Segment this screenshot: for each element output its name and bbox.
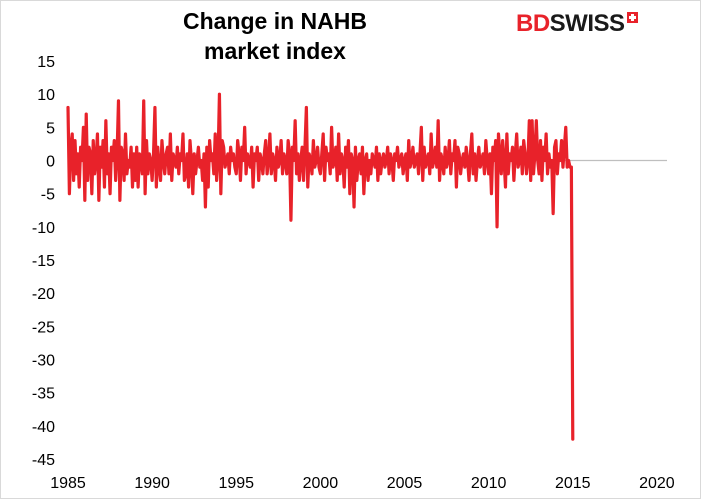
series-line <box>66 92 575 441</box>
y-tick-label: 10 <box>37 87 55 104</box>
y-tick-label: -40 <box>32 419 55 436</box>
y-tick-label: -20 <box>32 286 55 303</box>
chart-title-line-2: market index <box>204 38 346 64</box>
logo-bd-text: BD <box>516 10 550 37</box>
x-tick-label: 1995 <box>218 475 254 492</box>
y-tick-label: -10 <box>32 220 55 237</box>
brand-logo: BDSWISS <box>516 10 638 38</box>
x-axis: 1985 1990 1995 2000 2005 2010 2015 2020 <box>50 475 675 492</box>
y-axis: 15 10 5 0 -5 -10 -15 -20 -25 -30 -35 -40 -45 <box>32 54 55 469</box>
y-tick-label: 15 <box>37 54 55 71</box>
x-tick-label: 2010 <box>471 475 507 492</box>
swiss-cross-icon <box>626 12 638 23</box>
logo-swiss-text: SWISS <box>549 10 625 37</box>
y-tick-label: 5 <box>46 120 55 137</box>
y-tick-label: -30 <box>32 353 55 370</box>
chart-title: Change in NAHB market index <box>160 6 390 66</box>
x-tick-label: 2000 <box>303 475 339 492</box>
y-tick-label: -35 <box>32 386 55 403</box>
x-tick-label: 1990 <box>134 475 170 492</box>
y-tick-label: -5 <box>41 187 55 204</box>
y-tick-label: -45 <box>32 452 55 469</box>
x-tick-label: 2015 <box>555 475 591 492</box>
chart-title-line-1: Change in NAHB <box>183 8 367 34</box>
y-tick-label: 0 <box>46 154 55 171</box>
x-tick-label: 1985 <box>50 475 86 492</box>
x-tick-label: 2020 <box>639 475 675 492</box>
x-tick-label: 2005 <box>387 475 423 492</box>
y-tick-label: -25 <box>32 319 55 336</box>
y-tick-label: -15 <box>32 253 55 270</box>
